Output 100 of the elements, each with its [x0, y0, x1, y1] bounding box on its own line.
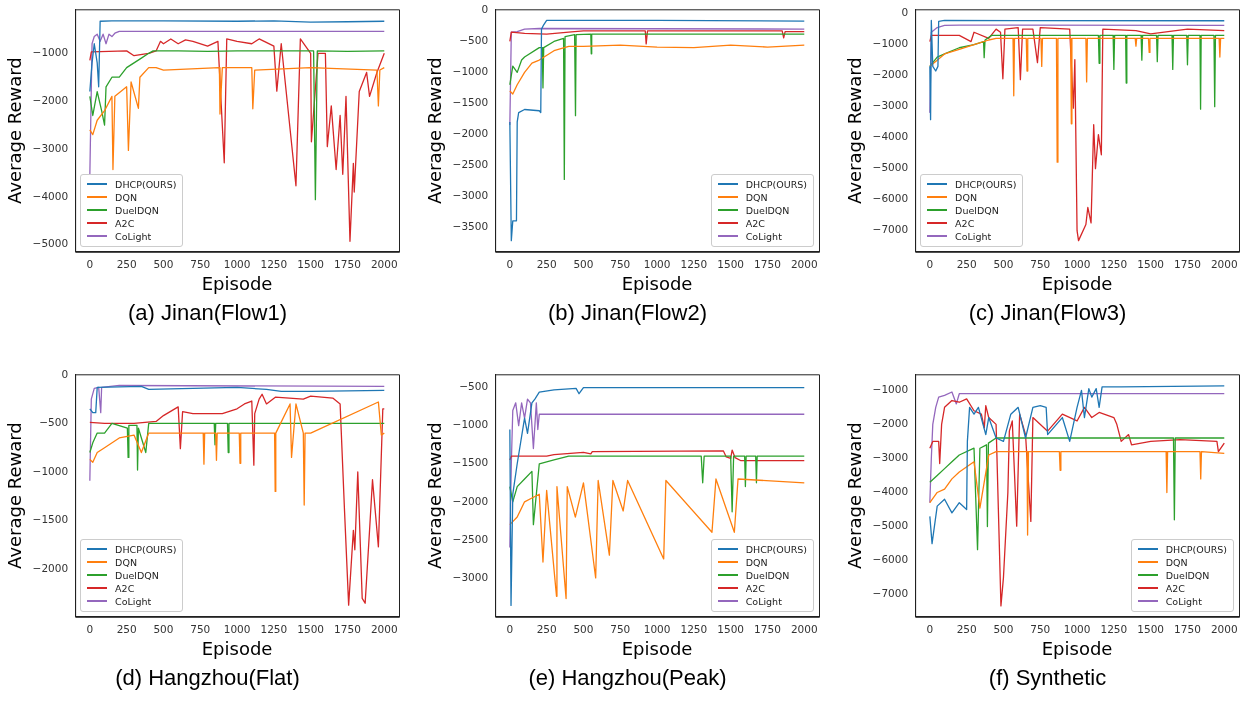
x-axis-title: Episode	[1041, 637, 1113, 659]
legend-label: A2C	[745, 217, 765, 229]
x-tick-label: 250	[116, 622, 137, 635]
legend-label: DQN	[955, 191, 978, 203]
legend-label: CoLight	[1165, 595, 1202, 607]
x-tick-label: 750	[610, 257, 631, 270]
y-axis-title: Average Reward	[844, 57, 866, 204]
legend-label: DHCP(OURS)	[115, 543, 177, 555]
legend-label: A2C	[1165, 582, 1185, 594]
text: (f) Synthetic	[987, 665, 1108, 691]
legend-label: DHCP(OURS)	[115, 178, 177, 190]
legend-label: DuelDQN	[745, 204, 790, 216]
y-tick-label: −3000	[452, 570, 489, 583]
x-tick-label: 500	[153, 622, 174, 635]
x-tick-label: 1500	[297, 622, 325, 635]
x-tick-label: 1000	[1063, 257, 1091, 270]
legend-label: CoLight	[955, 230, 992, 242]
x-axis-title: Episode	[201, 272, 273, 294]
y-tick-label: −2000	[872, 417, 909, 430]
legend-label: DQN	[1165, 556, 1188, 568]
x-tick-label: 1750	[1174, 257, 1201, 270]
text: (e) Hangzhou(Peak)	[527, 665, 728, 691]
y-tick-label: −7000	[872, 587, 909, 600]
y-tick-label: −1000	[452, 65, 489, 78]
y-tick-label: −6000	[872, 553, 909, 566]
legend-label: DQN	[745, 191, 768, 203]
x-axis-title: Episode	[201, 637, 273, 659]
y-axis-title: Average Reward	[4, 422, 26, 569]
x-tick-label: 2000	[790, 257, 818, 270]
x-tick-label: 1750	[754, 257, 781, 270]
x-tick-label: 1250	[1100, 257, 1128, 270]
legend-label: DHCP(OURS)	[1165, 543, 1227, 555]
x-tick-label: 1250	[260, 622, 288, 635]
legend-label: DuelDQN	[745, 569, 790, 581]
legend-label: DHCP(OURS)	[745, 543, 807, 555]
legend-label: DuelDQN	[115, 204, 159, 216]
x-tick-label: 1750	[1174, 622, 1201, 635]
x-tick-label: 1000	[223, 257, 251, 270]
y-tick-label: −1000	[872, 383, 909, 396]
x-tick-label: 1750	[334, 622, 361, 635]
y-axis-title: Average Reward	[4, 57, 26, 204]
legend-label: DHCP(OURS)	[745, 178, 807, 190]
text: (b) Jinan(Flow2)	[547, 300, 708, 326]
y-tick-label: −2000	[32, 93, 69, 106]
y-tick-label: −1500	[452, 96, 489, 109]
y-tick-label: −7000	[872, 223, 909, 236]
y-tick-label: −2000	[872, 68, 909, 81]
y-tick-label: −500	[459, 380, 489, 393]
x-tick-label: 1250	[1100, 622, 1128, 635]
y-tick-label: −4000	[32, 189, 69, 202]
y-tick-label: −5000	[872, 519, 909, 532]
text: (a) Jinan(Flow1)	[127, 300, 288, 326]
x-tick-label: 750	[1030, 622, 1051, 635]
x-tick-label: 0	[506, 257, 514, 270]
y-axis-title: Average Reward	[844, 422, 866, 569]
legend-label: A2C	[115, 582, 135, 594]
legend-label: DQN	[115, 191, 138, 203]
y-tick-label: −500	[39, 416, 69, 429]
y-tick-label: −4000	[872, 130, 909, 143]
x-tick-label: 250	[536, 622, 557, 635]
legend-label: CoLight	[745, 230, 782, 242]
legend-label: A2C	[745, 582, 765, 594]
y-tick-label: −5000	[32, 237, 69, 250]
x-tick-label: 0	[506, 622, 514, 635]
legend-label: CoLight	[115, 230, 152, 242]
y-tick-label: −2000	[32, 561, 69, 574]
x-tick-label: 750	[610, 622, 631, 635]
x-axis-title: Episode	[621, 272, 693, 294]
y-tick-label: −6000	[872, 192, 909, 205]
y-tick-label: −2500	[452, 532, 489, 545]
x-tick-label: 1500	[717, 622, 745, 635]
x-tick-label: 1250	[680, 257, 708, 270]
y-tick-label: −1000	[32, 46, 69, 59]
y-tick-label: −3000	[872, 451, 909, 464]
x-tick-label: 2000	[370, 257, 398, 270]
x-tick-label: 1250	[680, 622, 708, 635]
y-tick-label: −500	[459, 34, 489, 47]
text: (c) Jinan(Flow3)	[967, 300, 1128, 326]
legend-label: DQN	[115, 556, 138, 568]
y-tick-label: −5000	[872, 161, 909, 174]
y-tick-label: 0	[61, 367, 69, 380]
x-tick-label: 1000	[223, 622, 251, 635]
y-tick-label: −2000	[452, 494, 489, 507]
x-tick-label: 1500	[717, 257, 745, 270]
y-tick-label: −2000	[452, 127, 489, 139]
legend-label: A2C	[115, 217, 135, 229]
y-tick-label: −4000	[872, 485, 909, 498]
y-tick-label: −1500	[452, 456, 489, 469]
y-tick-label: −1000	[452, 418, 489, 431]
y-axis-title: Average Reward	[424, 422, 446, 569]
x-tick-label: 0	[86, 257, 94, 270]
legend-label: DuelDQN	[115, 569, 159, 581]
y-tick-label: −1500	[32, 513, 69, 526]
x-tick-label: 500	[993, 622, 1014, 635]
legend-label: CoLight	[745, 595, 782, 607]
legend-label: DuelDQN	[955, 204, 999, 216]
legend-label: A2C	[955, 217, 975, 229]
x-tick-label: 1500	[1137, 622, 1165, 635]
x-tick-label: 750	[190, 622, 211, 635]
x-tick-label: 2000	[790, 622, 818, 635]
